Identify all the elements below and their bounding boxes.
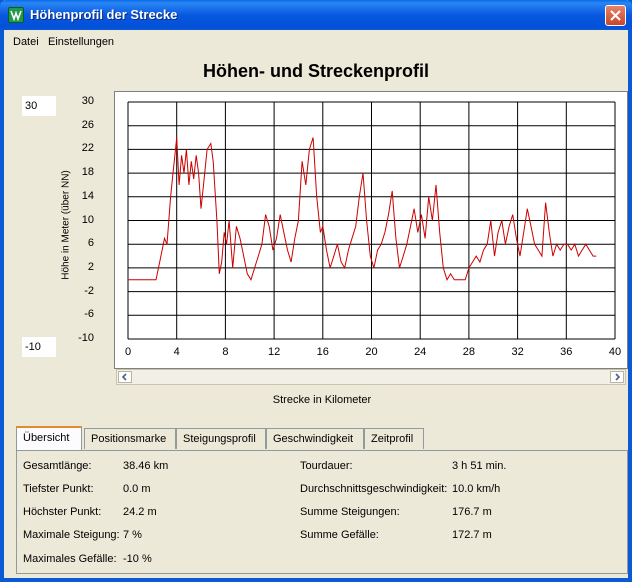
x-tick-label: 8: [222, 346, 228, 358]
x-tick-label: 0: [125, 346, 131, 358]
app-icon[interactable]: [8, 7, 24, 23]
close-button[interactable]: [605, 5, 626, 26]
chart-title: Höhen- und Streckenprofil: [202, 61, 429, 81]
menu-einstellungen[interactable]: Einstellungen: [48, 36, 115, 48]
x-axis-label: Strecke in Kilometer: [272, 394, 372, 406]
stat-value-tourdauer: 3 h 51 min.: [452, 460, 507, 472]
stat-value-max-gefaelle: -10 %: [123, 553, 152, 565]
y-tick-label: 10: [81, 213, 94, 226]
menu-bar: Datei Einstellungen: [4, 30, 628, 52]
stat-value-gesamtlaenge: 38.46 km: [123, 460, 169, 472]
elevation-series-line: [128, 137, 597, 282]
arrow-left-icon: [121, 373, 127, 381]
stat-label-durchschnitt: Durchschnittsgeschwindigkeit:: [300, 483, 448, 495]
tab-uebersicht[interactable]: Übersicht: [16, 426, 82, 450]
arrow-right-icon: [615, 373, 621, 381]
x-tick-label: 12: [268, 346, 280, 358]
x-tick-label: 24: [414, 346, 426, 358]
stat-label-gesamtlaenge: Gesamtlänge:: [23, 460, 92, 472]
x-tick-label: 16: [317, 346, 329, 358]
close-icon: [610, 10, 621, 21]
stat-label-summe-gefaelle: Summe Gefälle:: [300, 529, 379, 541]
stat-label-hoechster-punkt: Höchster Punkt:: [23, 506, 102, 518]
menu-datei[interactable]: Datei: [13, 36, 39, 48]
y-tick-label: 22: [81, 142, 94, 155]
x-tick-label: 28: [463, 346, 475, 358]
stat-value-summe-steigungen: 176.7 m: [452, 506, 492, 518]
title-bar[interactable]: Höhenprofil der Strecke: [0, 0, 632, 30]
tab-zeitprofil[interactable]: Zeitprofil: [364, 428, 424, 449]
y-axis-label: Höhe in Meter (über NN): [60, 170, 72, 280]
y-tick-label: -10: [78, 332, 94, 344]
stat-value-summe-gefaelle: 172.7 m: [452, 529, 492, 541]
stat-label-tourdauer: Tourdauer:: [300, 460, 353, 472]
scale-min-input[interactable]: -10: [22, 337, 56, 357]
stat-value-hoechster-punkt: 24.2 m: [123, 506, 157, 518]
stat-label-max-gefaelle: Maximales Gefälle:: [23, 553, 117, 565]
x-tick-label: 36: [560, 346, 572, 358]
horizontal-scrollbar[interactable]: [116, 369, 626, 385]
stat-label-max-steigung: Maximale Steigung:: [23, 529, 120, 541]
elevation-chart: 0 4 8 12 16 20 24 28 32 36 40: [125, 101, 621, 358]
x-tick-label: 40: [609, 346, 621, 358]
scroll-right-button[interactable]: [610, 371, 624, 383]
stat-label-summe-steigungen: Summe Steigungen:: [300, 506, 400, 518]
x-tick-label: 32: [511, 346, 523, 358]
stat-value-max-steigung: 7 %: [123, 529, 142, 541]
scroll-left-button[interactable]: [118, 371, 132, 383]
tab-strip: Übersicht Positionsmarke Steigungsprofil…: [16, 426, 628, 450]
y-tick-label: -2: [84, 284, 94, 297]
window-title: Höhenprofil der Strecke: [30, 7, 178, 22]
tab-positionsmarke[interactable]: Positionsmarke: [84, 428, 176, 449]
scale-max-input[interactable]: 30: [22, 96, 56, 116]
stat-value-tiefster-punkt: 0.0 m: [123, 483, 151, 495]
x-tick-label: 4: [174, 346, 180, 358]
y-tick-label: 18: [81, 166, 94, 179]
tab-geschwindigkeit[interactable]: Geschwindigkeit: [266, 428, 364, 449]
y-tick-label: 2: [87, 260, 94, 273]
plot-area: 0 4 8 12 16 20 24 28 32 36 40: [114, 91, 628, 369]
y-tick-label: 26: [81, 118, 94, 131]
y-tick-label: 30: [81, 95, 94, 107]
y-tick-label: 14: [81, 189, 94, 202]
stat-value-durchschnitt: 10.0 km/h: [452, 483, 501, 495]
y-tick-label: 6: [87, 237, 94, 250]
tab-steigungsprofil[interactable]: Steigungsprofil: [176, 428, 266, 449]
y-tick-label: -6: [84, 308, 94, 321]
stat-label-tiefster-punkt: Tiefster Punkt:: [23, 483, 94, 495]
x-tick-label: 20: [365, 346, 377, 358]
overview-panel: Gesamtlänge: 38.46 km Tiefster Punkt: 0.…: [16, 450, 628, 574]
